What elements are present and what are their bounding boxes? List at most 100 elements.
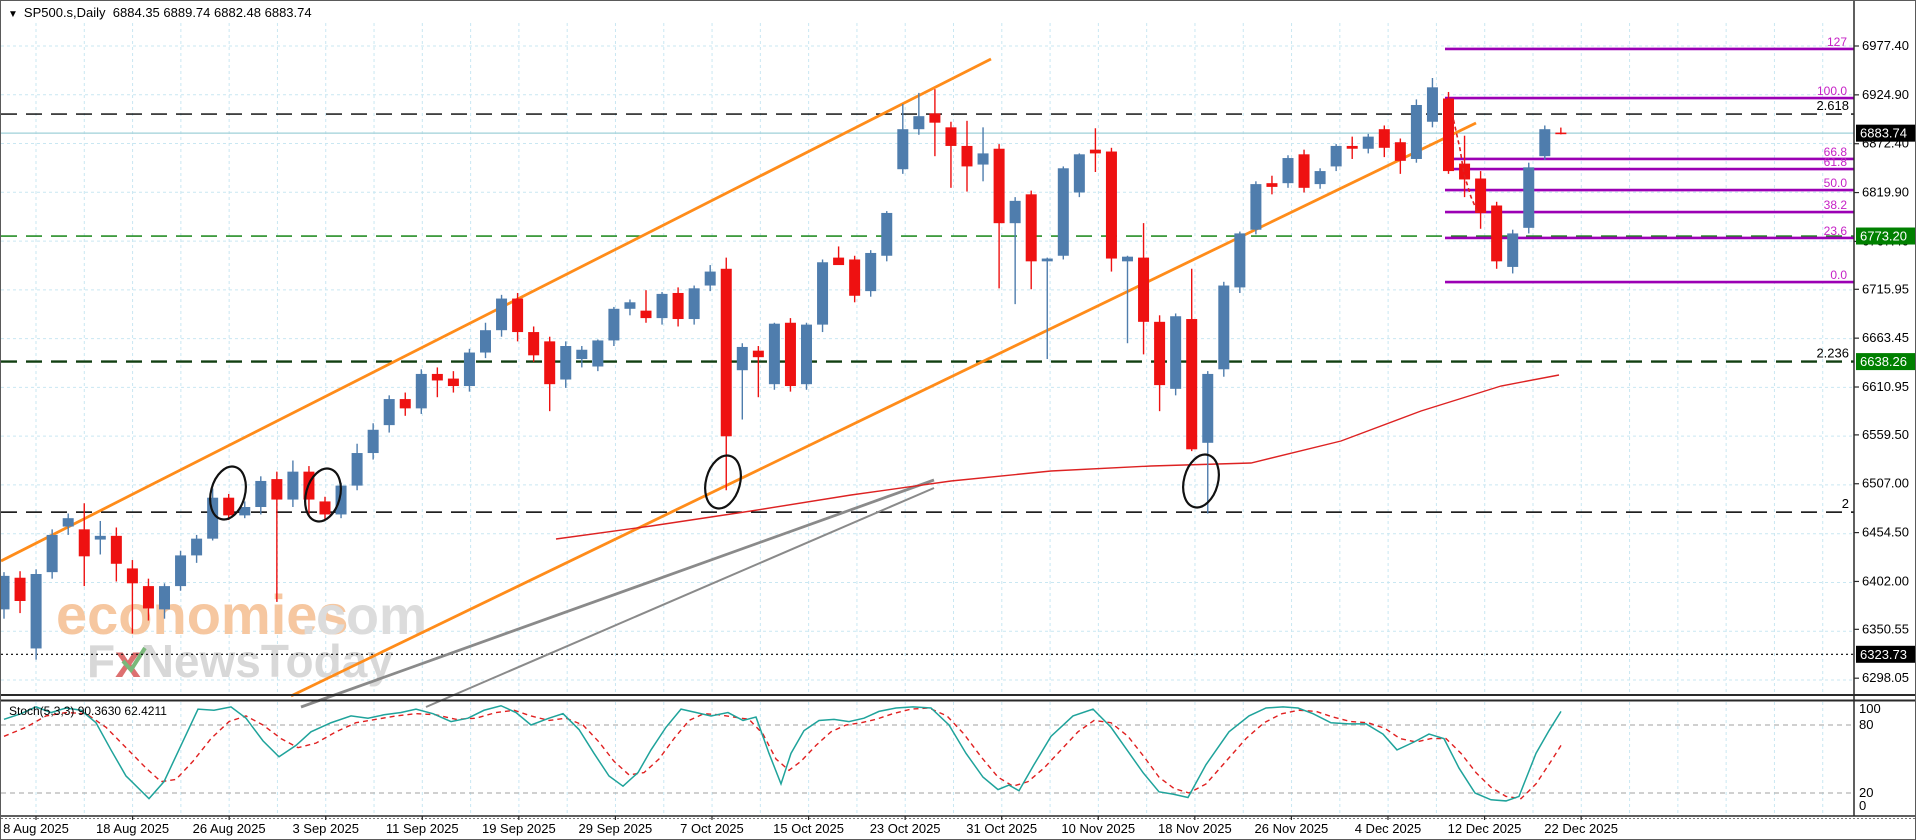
price-badge-label: 6638.26 <box>1860 354 1907 369</box>
annotation-ellipse <box>209 465 247 521</box>
candle <box>94 520 106 555</box>
candle <box>1138 223 1150 355</box>
candle-body <box>62 518 74 527</box>
price-tick-label: 6559.50 <box>1862 427 1909 442</box>
price-tick-label: 6610.95 <box>1862 379 1909 394</box>
candle-body <box>1378 129 1390 148</box>
candle-body <box>110 535 122 564</box>
candle-body <box>929 113 941 123</box>
candle-body <box>14 577 26 601</box>
candle-body <box>801 324 812 385</box>
candle <box>881 211 893 262</box>
candle-body <box>46 534 58 573</box>
candle-body <box>142 586 154 609</box>
candle <box>1170 313 1182 396</box>
panel-separator[interactable] <box>1 694 1916 702</box>
highlight-ellipses <box>209 453 1220 523</box>
candle-body <box>768 323 780 385</box>
candle <box>1298 149 1310 193</box>
price-badge-label: 6883.74 <box>1860 126 1907 141</box>
candle-body <box>175 555 187 587</box>
candle <box>544 336 556 412</box>
date-label: 3 Sep 2025 <box>292 821 359 836</box>
fibonacci-label: 50.0 <box>1824 176 1848 190</box>
date-label: 29 Sep 2025 <box>579 821 653 836</box>
date-label: 18 Aug 2025 <box>96 821 169 836</box>
candle <box>592 339 604 372</box>
watermark-brand: economies <box>56 583 349 646</box>
price-badge-label: 6323.73 <box>1860 647 1907 662</box>
date-label: 7 Oct 2025 <box>680 821 744 836</box>
candle <box>993 144 1005 289</box>
ma-polyline <box>555 374 1560 540</box>
candle-body <box>1555 132 1567 135</box>
time-axis[interactable]: 8 Aug 2025 18 Aug 2025 26 Aug 2025 3 Sep 20… <box>3 816 1618 836</box>
price-badge <box>1856 353 1915 371</box>
candle <box>207 488 219 541</box>
candle-body <box>1154 321 1166 386</box>
candle <box>672 287 684 327</box>
candle <box>480 322 491 359</box>
annotation-ellipse <box>704 454 742 510</box>
candle-body <box>720 268 732 437</box>
candle-body <box>399 399 411 409</box>
price-tick-label: 6977.40 <box>1862 38 1909 53</box>
candle <box>1346 136 1358 159</box>
candle <box>1362 133 1374 154</box>
price-axis[interactable]: 6977.406924.906872.406819.906767.406715.… <box>1853 1 1909 816</box>
date-label: 26 Nov 2025 <box>1255 821 1329 836</box>
candle-body <box>1266 183 1278 187</box>
price-tick-label: 6298.05 <box>1862 670 1909 685</box>
candle <box>849 255 861 303</box>
channel-trendline <box>1 57 992 563</box>
moving-average-line <box>555 374 1560 540</box>
date-label: 11 Sep 2025 <box>386 821 459 836</box>
stoch-scale-label: 100 <box>1859 701 1881 716</box>
candle <box>1426 78 1438 128</box>
candle <box>175 550 187 591</box>
candle-body <box>945 127 957 146</box>
collapse-triangle-icon[interactable]: ▼ <box>8 9 18 20</box>
candle <box>367 423 379 460</box>
candle <box>704 265 716 292</box>
candle-body <box>1491 205 1503 262</box>
candle <box>399 392 411 416</box>
price-badge <box>1856 645 1915 663</box>
candle <box>624 299 636 316</box>
price-level-label: 2.236 <box>1816 346 1849 361</box>
candle <box>608 306 620 347</box>
candle <box>1282 155 1294 188</box>
candle-body <box>383 399 395 426</box>
gray-trendline <box>300 478 935 709</box>
candle <box>496 294 508 337</box>
candle-body <box>784 322 796 387</box>
candle <box>78 503 90 587</box>
fibonacci-label: 23.6 <box>1824 224 1848 238</box>
candle-body <box>335 485 347 515</box>
price-tick-label: 6924.90 <box>1862 87 1909 102</box>
stochastic-panel[interactable] <box>1 704 1916 819</box>
stoch-scale-label: 80 <box>1859 717 1873 732</box>
candle-body <box>239 507 251 516</box>
candle <box>1410 99 1422 163</box>
candle <box>720 257 732 491</box>
candle <box>239 501 251 519</box>
candle-body <box>1073 154 1085 193</box>
candle <box>1025 190 1037 290</box>
candle <box>287 460 299 508</box>
candle <box>576 346 588 368</box>
candle-body <box>624 302 636 309</box>
candle-body <box>431 373 443 381</box>
fibonacci-label: 100.0 <box>1817 84 1847 98</box>
candle-body <box>1362 136 1374 149</box>
candle <box>1523 162 1535 234</box>
candle-body <box>881 212 893 256</box>
candle <box>1057 166 1069 260</box>
candle-body <box>1346 145 1358 149</box>
candle-body <box>1426 87 1438 122</box>
candle-body <box>1314 171 1326 185</box>
candle-body <box>608 308 620 341</box>
price-level-label: 2 <box>1842 496 1849 511</box>
